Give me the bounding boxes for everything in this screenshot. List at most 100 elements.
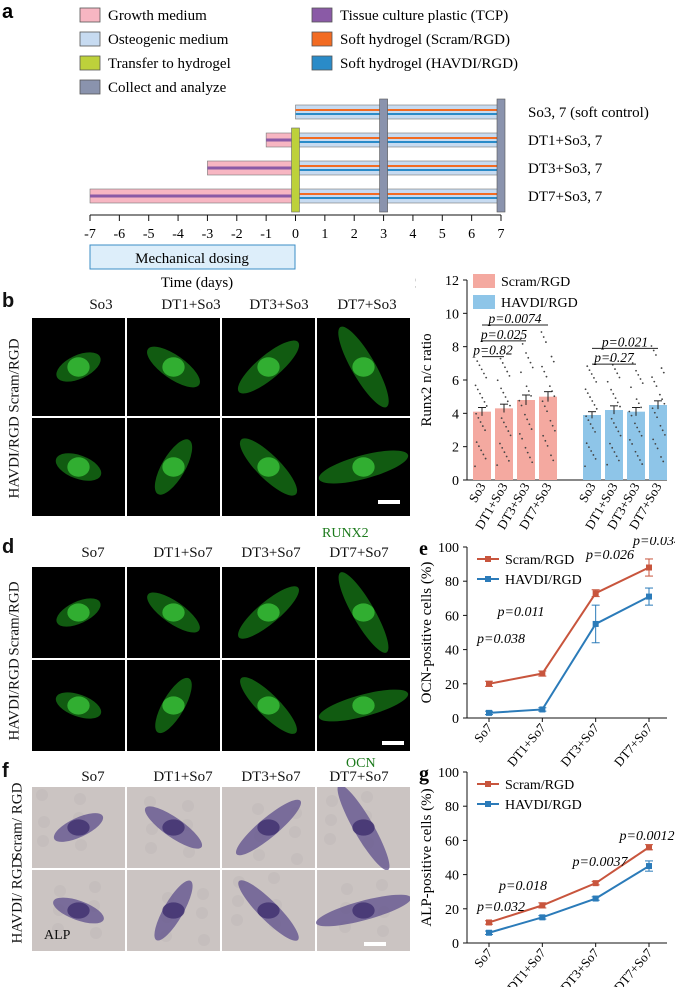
panel-c-chart: c024681012Runx2 n/c ratioSo3DT1+So3DT3+S…	[415, 271, 667, 532]
data-point	[481, 396, 484, 399]
data-point	[615, 455, 618, 458]
data-point	[521, 437, 523, 440]
x-tick-label: -7	[84, 227, 96, 242]
data-point	[652, 349, 655, 352]
data-point	[595, 380, 598, 383]
panel-b-stain-label: RUNX2	[322, 526, 369, 541]
data-point	[476, 388, 479, 391]
data-point	[530, 394, 532, 397]
data-point	[636, 426, 639, 429]
data-point	[544, 439, 547, 442]
texture-spot	[75, 839, 87, 851]
data-point	[634, 422, 636, 425]
data-point	[628, 438, 631, 441]
data-point	[614, 397, 617, 400]
bar	[627, 411, 645, 480]
data-point	[525, 385, 528, 388]
y-tick-label: 6	[452, 374, 459, 389]
y-axis-label: OCN-positive cells (%)	[419, 562, 435, 704]
timeline-row: DT1+So3, 7	[265, 132, 603, 149]
p-value: p=0.0074	[488, 311, 542, 326]
panel-a-timelines: So3, 7 (soft control) DT1+So3, 7 DT3+So3, …	[89, 98, 649, 213]
data-point	[520, 371, 522, 374]
cell-nucleus	[67, 696, 90, 715]
micrograph-cell	[32, 870, 125, 951]
cell-nucleus	[162, 696, 185, 715]
data-marker	[592, 590, 599, 597]
data-point	[550, 355, 553, 358]
panel-d-row-label: Scram/RGD	[6, 581, 23, 656]
data-point	[652, 438, 655, 441]
texture-spot	[145, 842, 157, 854]
data-point	[662, 371, 665, 374]
x-tick-label: 4	[409, 227, 416, 242]
data-point	[551, 424, 554, 427]
data-point	[609, 442, 611, 445]
cell-nucleus	[67, 357, 90, 377]
data-point	[612, 393, 615, 395]
osteogenic-medium-bar	[295, 160, 502, 176]
texture-spot	[232, 895, 244, 907]
panel-d-col-label: So7	[81, 545, 105, 561]
cell-nucleus	[257, 902, 280, 919]
data-point	[553, 395, 556, 398]
data-point	[499, 442, 501, 445]
data-point	[640, 434, 643, 437]
texture-spot	[324, 833, 336, 845]
legend-swatch	[473, 295, 495, 309]
micrograph-cell	[316, 870, 410, 951]
panel-label-f: f	[2, 760, 9, 782]
data-point	[480, 368, 483, 371]
panel-f-row-label-text: HAVDI/ RGD	[9, 857, 26, 944]
data-point	[588, 446, 590, 449]
texture-spot	[198, 934, 210, 946]
data-point	[496, 464, 499, 467]
panel-f-col-label: DT1+So7	[153, 769, 213, 785]
collect-marker-day7	[496, 98, 506, 213]
data-point	[660, 367, 663, 369]
data-marker	[486, 709, 492, 716]
micrograph-cell	[32, 318, 125, 416]
data-marker	[539, 670, 546, 677]
data-point	[552, 360, 555, 363]
data-point	[507, 459, 510, 462]
x-tick-label: 3	[380, 227, 387, 242]
cell-nucleus	[67, 457, 90, 477]
data-point	[663, 402, 666, 405]
data-point	[639, 459, 641, 461]
scale-bar	[382, 741, 404, 745]
micrograph-cell	[222, 318, 315, 416]
data-point	[496, 379, 499, 382]
panel-label-c: c	[415, 271, 416, 293]
p-value: p=0.82	[472, 343, 513, 358]
y-axis-label: ALP-positive cells (%)	[419, 788, 435, 926]
data-point	[500, 417, 503, 420]
data-point	[474, 384, 477, 387]
panel-f-row-label: HAVDI/ RGD	[10, 858, 27, 944]
y-tick-label: 0	[452, 712, 459, 727]
data-point	[520, 404, 523, 407]
texture-spot	[37, 835, 49, 847]
legend-swatch	[311, 55, 333, 71]
y-tick-label: 100	[438, 541, 459, 556]
scale-bar	[364, 942, 386, 946]
y-tick-label: 20	[445, 903, 459, 918]
texture-spot	[289, 826, 301, 838]
data-point	[552, 459, 555, 462]
micrograph-cell	[32, 567, 125, 658]
data-point	[485, 376, 488, 379]
timeline-row: So3, 7 (soft control)	[295, 104, 649, 121]
micrograph-cell	[317, 567, 410, 658]
cell-nucleus	[162, 603, 185, 622]
micrograph-cell	[317, 660, 410, 751]
collect-marker-day3	[379, 98, 388, 213]
mechanical-dosing-label: Mechanical dosing	[135, 251, 249, 267]
legend-swatch	[311, 31, 333, 47]
data-point	[637, 402, 640, 405]
legend-label: Tissue culture plastic (TCP)	[340, 8, 508, 24]
legend-marker	[485, 801, 491, 807]
y-tick-label: 80	[445, 800, 459, 815]
data-marker	[486, 919, 492, 926]
data-point	[606, 463, 609, 466]
